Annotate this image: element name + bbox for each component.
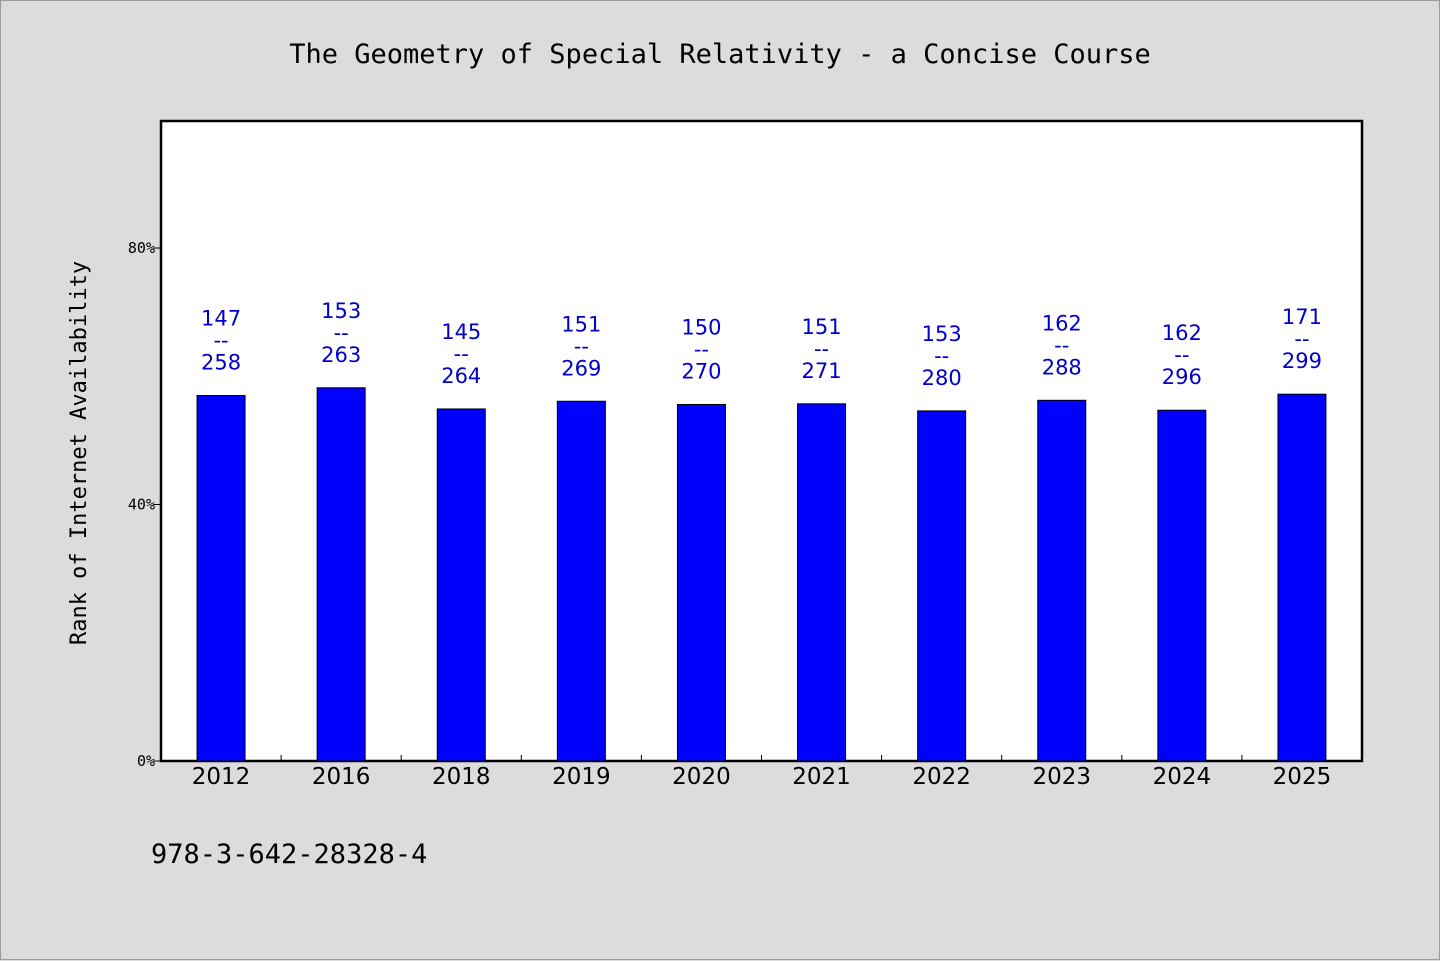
x-tick-label: 2022 (912, 764, 971, 790)
bar (797, 403, 847, 762)
data-label: 171 (1282, 305, 1322, 329)
y-tick-label: 80% (128, 239, 155, 257)
x-tick-label: 2012 (192, 764, 251, 790)
bar-series (196, 387, 1327, 762)
data-label: -- (334, 321, 349, 345)
data-label: -- (814, 337, 829, 361)
data-label: 258 (201, 350, 241, 374)
data-label: 151 (561, 312, 601, 336)
data-label: -- (934, 344, 949, 368)
y-tick-label: 40% (128, 496, 155, 514)
data-label: 264 (441, 364, 481, 388)
isbn-footer: 978-3-642-28328-4 (151, 839, 427, 870)
x-tick-label: 2021 (792, 764, 851, 790)
data-label: 153 (321, 299, 361, 323)
data-label: 269 (561, 356, 601, 380)
y-tick-label: 0% (137, 752, 155, 770)
data-label: -- (1054, 333, 1069, 357)
data-label: 299 (1282, 349, 1322, 373)
data-label: -- (694, 337, 709, 361)
bar (556, 400, 606, 762)
data-label: 162 (1042, 311, 1082, 335)
data-label: 153 (922, 322, 962, 346)
bar (676, 403, 726, 762)
data-label: -- (574, 334, 589, 358)
x-tick-label: 2019 (552, 764, 611, 790)
data-label: -- (1294, 327, 1309, 351)
data-label: 280 (922, 366, 962, 390)
y-axis: 0% 40% 80% (128, 239, 161, 770)
bar (316, 387, 366, 762)
data-label: -- (1174, 343, 1189, 367)
x-tick-label: 2020 (672, 764, 731, 790)
bar (436, 408, 486, 762)
y-axis-label: Rank of Internet Availability (67, 261, 92, 645)
data-label: 296 (1162, 365, 1202, 389)
data-label: 150 (681, 315, 721, 339)
data-label: 270 (681, 359, 721, 383)
x-tick-label: 2025 (1273, 764, 1332, 790)
data-labels: 147--258153--263145--264151--269150--270… (201, 299, 1322, 390)
x-tick-label: 2018 (432, 764, 491, 790)
x-tick-label: 2016 (312, 764, 371, 790)
data-label: -- (213, 328, 228, 352)
data-label: 151 (802, 315, 842, 339)
data-label: 145 (441, 320, 481, 344)
x-tick-label: 2024 (1153, 764, 1212, 790)
bar (917, 410, 967, 762)
bar (1157, 409, 1207, 762)
bar (1037, 399, 1087, 762)
data-label: -- (454, 342, 469, 366)
x-tick-label: 2023 (1032, 764, 1091, 790)
data-label: 162 (1162, 321, 1202, 345)
bar (196, 394, 246, 762)
data-label: 263 (321, 343, 361, 367)
data-label: 147 (201, 306, 241, 330)
data-label: 288 (1042, 355, 1082, 379)
data-label: 271 (802, 359, 842, 383)
chart-title: The Geometry of Special Relativity - a C… (289, 39, 1151, 70)
bar (1277, 393, 1327, 762)
x-axis: 2012 2016 2018 2019 2020 2021 2022 2023 2024 2025 (192, 755, 1331, 790)
